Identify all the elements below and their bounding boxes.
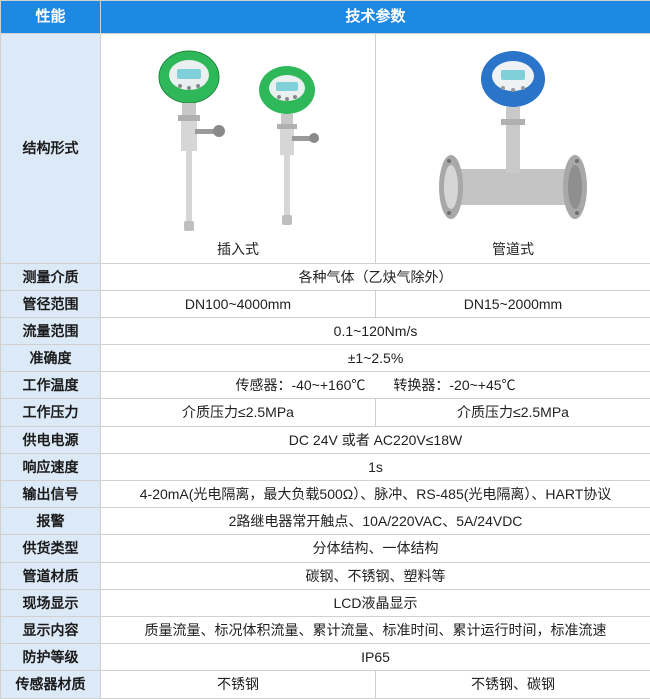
row-label: 报警 — [1, 508, 101, 535]
row-label: 管径范围 — [1, 290, 101, 317]
table-row: 防护等级IP65 — [1, 644, 650, 671]
insertion-meter-illustration — [107, 44, 369, 234]
row-label: 现场显示 — [1, 589, 101, 616]
row-value: DN100~4000mm — [101, 290, 376, 317]
header-left: 性能 — [1, 1, 101, 34]
structure-row: 结构形式 — [1, 33, 650, 263]
table-row: 供电电源DC 24V 或者 AC220V≤18W — [1, 426, 650, 453]
inline-meter-illustration — [382, 44, 644, 234]
row-value: 1s — [101, 453, 650, 480]
structure-left-caption: 插入式 — [101, 240, 375, 258]
table-row: 现场显示LCD液晶显示 — [1, 589, 650, 616]
row-label: 响应速度 — [1, 453, 101, 480]
row-label: 流量范围 — [1, 317, 101, 344]
row-value: 2路继电器常开触点、10A/220VAC、5A/24VDC — [101, 508, 650, 535]
row-label: 准确度 — [1, 345, 101, 372]
table-row: 工作压力介质压力≤2.5MPa介质压力≤2.5MPa — [1, 399, 650, 426]
row-value: 0.1~120Nm/s — [101, 317, 650, 344]
row-label: 传感器材质 — [1, 671, 101, 698]
table-row: 报警2路继电器常开触点、10A/220VAC、5A/24VDC — [1, 508, 650, 535]
row-value: DC 24V 或者 AC220V≤18W — [101, 426, 650, 453]
table-row: 输出信号4-20mA(光电隔离，最大负载500Ω）、脉冲、RS-485(光电隔离… — [1, 481, 650, 508]
row-value: DN15~2000mm — [376, 290, 650, 317]
row-label: 工作温度 — [1, 372, 101, 399]
structure-right-caption: 管道式 — [376, 240, 650, 258]
row-value: ±1~2.5% — [101, 345, 650, 372]
table-row: 显示内容质量流量、标况体积流量、累计流量、标准时间、累计运行时间，标准流速 — [1, 616, 650, 643]
table-row: 流量范围0.1~120Nm/s — [1, 317, 650, 344]
row-label: 供电电源 — [1, 426, 101, 453]
row-value: 4-20mA(光电隔离，最大负载500Ω）、脉冲、RS-485(光电隔离）、HA… — [101, 481, 650, 508]
row-label: 测量介质 — [1, 263, 101, 290]
structure-label: 结构形式 — [1, 33, 101, 263]
spec-table: 性能 技术参数 结构形式 — [0, 0, 650, 699]
row-value: 传感器：-40~+160℃ 转换器：-20~+45℃ — [101, 372, 650, 399]
insertion-meter-2-icon — [247, 64, 327, 234]
row-label: 输出信号 — [1, 481, 101, 508]
row-value: 介质压力≤2.5MPa — [376, 399, 650, 426]
structure-right-cell: 管道式 — [376, 33, 650, 263]
header-right: 技术参数 — [101, 1, 650, 34]
row-value: 介质压力≤2.5MPa — [101, 399, 376, 426]
row-value: 碳钢、不锈钢、塑料等 — [101, 562, 650, 589]
inline-meter-icon — [413, 49, 613, 234]
table-row: 响应速度1s — [1, 453, 650, 480]
table-body: 性能 技术参数 结构形式 — [1, 1, 650, 699]
table-row: 测量介质各种气体（乙炔气除外） — [1, 263, 650, 290]
table-row: 工作温度传感器：-40~+160℃ 转换器：-20~+45℃ — [1, 372, 650, 399]
table-row: 传感器材质不锈钢不锈钢、碳钢 — [1, 671, 650, 698]
row-value: 各种气体（乙炔气除外） — [101, 263, 650, 290]
table-row: 管径范围DN100~4000mmDN15~2000mm — [1, 290, 650, 317]
row-value: 不锈钢 — [101, 671, 376, 698]
insertion-meter-1-icon — [149, 49, 229, 234]
row-label: 供货类型 — [1, 535, 101, 562]
structure-left-cell: 插入式 — [101, 33, 376, 263]
row-label: 显示内容 — [1, 616, 101, 643]
row-value: 不锈钢、碳钢 — [376, 671, 650, 698]
row-value: 分体结构、一体结构 — [101, 535, 650, 562]
row-value: LCD液晶显示 — [101, 589, 650, 616]
row-label: 工作压力 — [1, 399, 101, 426]
row-label: 管道材质 — [1, 562, 101, 589]
row-value: IP65 — [101, 644, 650, 671]
row-label: 防护等级 — [1, 644, 101, 671]
table-row: 供货类型分体结构、一体结构 — [1, 535, 650, 562]
table-row: 准确度±1~2.5% — [1, 345, 650, 372]
header-row: 性能 技术参数 — [1, 1, 650, 34]
table-row: 管道材质碳钢、不锈钢、塑料等 — [1, 562, 650, 589]
row-value: 质量流量、标况体积流量、累计流量、标准时间、累计运行时间，标准流速 — [101, 616, 650, 643]
